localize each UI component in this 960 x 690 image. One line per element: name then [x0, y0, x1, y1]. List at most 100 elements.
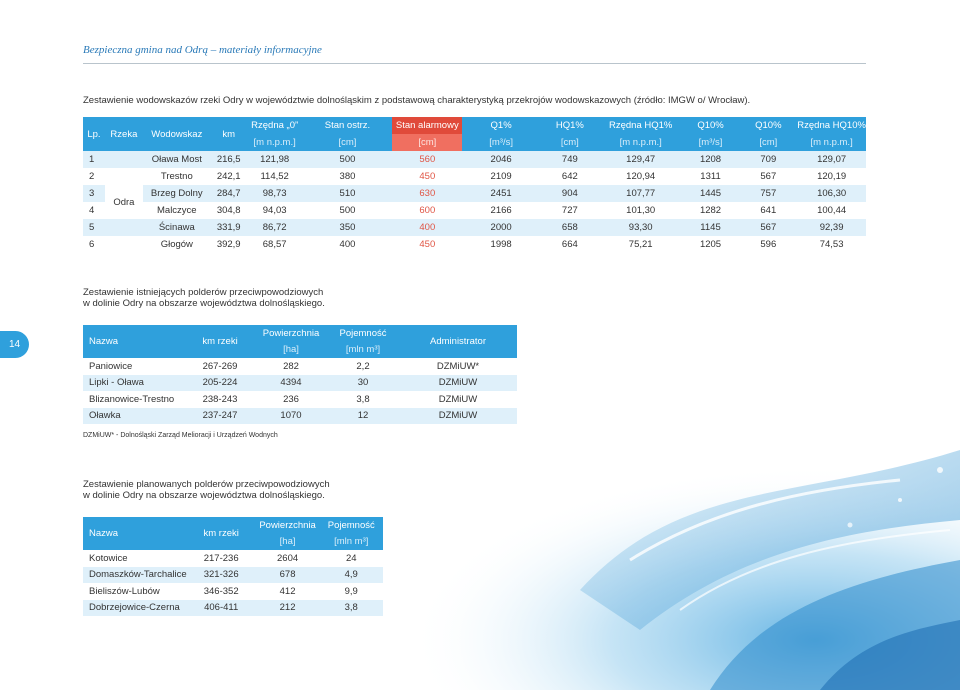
cell-admin: DZMiUW*	[399, 358, 517, 375]
cell-km: 331,9	[210, 219, 247, 236]
cell-name: Lipki - Oława	[83, 374, 185, 391]
cell-zero: 98,73	[246, 185, 303, 202]
cell-km: 304,8	[210, 202, 247, 219]
unit-warning: [cm]	[302, 134, 393, 151]
cell-volume: 3,8	[319, 599, 383, 616]
cell-river-empty	[104, 219, 143, 236]
col-header-q1: Q1%	[462, 117, 540, 134]
cell-rhq1: 101,30	[599, 202, 682, 219]
cell-alarm: 560	[392, 151, 463, 168]
col-header-warning: Stan ostrz.	[302, 117, 393, 134]
cell-q10: 1205	[681, 236, 740, 253]
cell-area: 282	[255, 358, 327, 375]
cell-area: 4394	[255, 374, 327, 391]
col-header-gauge: Wodowskaz	[142, 117, 211, 151]
col-header-area: Powierzchnia	[255, 325, 327, 342]
cell-km: 237-247	[185, 407, 255, 424]
col-header-rhq1: Rzędna HQ1%	[599, 117, 682, 134]
col-header-q10b: Q10%	[739, 117, 798, 134]
cell-warning: 380	[302, 168, 393, 185]
table-row: 4 Malczyce 304,8 94,03 500 600 2166 727 101,30 12…	[83, 202, 866, 219]
cell-volume: 24	[319, 550, 383, 567]
cell-rhq1: 93,30	[599, 219, 682, 236]
existing-caption-line2: w dolinie Odry na obszarze województwa d…	[83, 298, 325, 309]
cell-volume: 4,9	[319, 566, 383, 583]
planned-caption-line1: Zestawienie planowanych polderów przeciw…	[83, 479, 330, 490]
cell-km: 392,9	[210, 236, 247, 253]
cell-km: 216,5	[210, 151, 247, 168]
cell-hq1: 749	[539, 151, 600, 168]
col-header-hq1: HQ1%	[539, 117, 600, 134]
cell-lp: 5	[83, 219, 105, 236]
cell-lp: 4	[83, 202, 105, 219]
cell-q1: 2109	[462, 168, 540, 185]
header-divider	[83, 63, 866, 64]
col-header-rhq10: Rzędna HQ10%	[797, 117, 866, 134]
table-row: 3 Odra Brzeg Dolny 284,7 98,73 510 630 2451 904 1…	[83, 185, 866, 219]
cell-zero: 121,98	[246, 151, 303, 168]
table-row: Blizanowice-Trestno 238-243 236 3,8 DZMiUW	[83, 391, 517, 408]
gauges-table: Lp. Rzeka Wodowskaz km Rzędna „0” Stan o…	[83, 117, 866, 253]
cell-gauge: Trestno	[142, 168, 211, 185]
cell-river-empty	[104, 236, 143, 253]
col-header-name: Nazwa	[83, 517, 187, 550]
cell-q10: 1311	[681, 168, 740, 185]
cell-admin: DZMiUW	[399, 374, 517, 391]
planned-caption: Zestawienie planowanych polderów przeciw…	[83, 479, 330, 501]
unit-hq1: [cm]	[539, 134, 600, 151]
cell-warning: 400	[302, 236, 393, 253]
cell-admin: DZMiUW	[399, 407, 517, 424]
col-header-river: Rzeka	[104, 117, 143, 151]
cell-volume: 9,9	[319, 583, 383, 600]
cell-name: Kotowice	[83, 550, 187, 567]
col-header-admin: Administrator	[399, 325, 517, 358]
col-header-km: km	[210, 117, 247, 151]
cell-area: 2604	[255, 550, 320, 567]
table-row: 6 Głogów 392,9 68,57 400 450 1998 664 75,21 1205 5…	[83, 236, 866, 253]
table-row: Domaszków-Tarchalice 321-326 678 4,9	[83, 566, 383, 583]
col-header-alarm: Stan alarmowy	[392, 117, 463, 134]
col-header-lp: Lp.	[83, 117, 105, 151]
cell-alarm: 600	[392, 202, 463, 219]
cell-alarm: 450	[392, 168, 463, 185]
cell-river: Odra	[104, 185, 143, 219]
cell-name: Dobrzejowice-Czerna	[83, 599, 187, 616]
cell-lp: 3	[83, 185, 105, 202]
cell-rhq10: 120,19	[797, 168, 866, 185]
cell-q10b: 757	[739, 185, 798, 202]
col-header-km: km rzeki	[186, 517, 256, 550]
cell-alarm: 400	[392, 219, 463, 236]
cell-hq1: 727	[539, 202, 600, 219]
cell-river-empty	[104, 168, 143, 185]
cell-rhq1: 120,94	[599, 168, 682, 185]
existing-polders-body: Paniowice 267-269 282 2,2 DZMiUW* Lipki - Oła…	[83, 358, 517, 424]
cell-q1: 2000	[462, 219, 540, 236]
cell-q1: 1998	[462, 236, 540, 253]
cell-hq1: 658	[539, 219, 600, 236]
unit-area: [ha]	[255, 533, 320, 550]
cell-q1: 2046	[462, 151, 540, 168]
cell-volume: 2,2	[327, 358, 399, 375]
footnote: DZMiUW* - Dolnośląski Zarząd Melioracji …	[83, 432, 278, 439]
page-number: 14	[8, 339, 21, 350]
unit-volume: [mln m³]	[327, 341, 399, 358]
planned-polders-table: Nazwa km rzeki Powierzchnia Pojemność [h…	[83, 517, 383, 616]
table-row: Dobrzejowice-Czerna 406-411 212 3,8	[83, 599, 383, 616]
col-header-area: Powierzchnia	[255, 517, 320, 534]
cell-warning: 500	[302, 151, 393, 168]
gauges-caption: Zestawienie wodowskazów rzeki Odry w woj…	[83, 95, 751, 106]
cell-km: 321-326	[186, 566, 256, 583]
unit-q1: [m³/s]	[462, 134, 540, 151]
cell-lp: 1	[83, 151, 105, 168]
col-header-volume: Pojemność	[319, 517, 383, 534]
cell-q1: 2451	[462, 185, 540, 202]
cell-warning: 500	[302, 202, 393, 219]
cell-zero: 94,03	[246, 202, 303, 219]
planned-caption-line2: w dolinie Odry na obszarze województwa d…	[83, 490, 325, 501]
existing-caption: Zestawienie istniejących polderów przeci…	[83, 287, 325, 309]
cell-rhq10: 74,53	[797, 236, 866, 253]
table-row: Bieliszów-Lubów 346-352 412 9,9	[83, 583, 383, 600]
cell-river-empty	[104, 151, 143, 168]
col-header-q10: Q10%	[681, 117, 740, 134]
